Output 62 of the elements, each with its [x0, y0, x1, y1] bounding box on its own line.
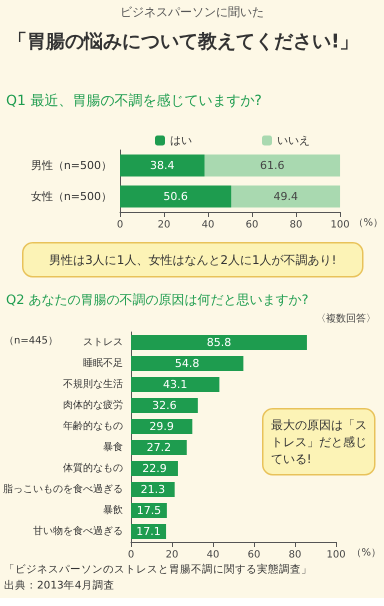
- y-tick-label: ストレス: [83, 337, 123, 348]
- y-tick-label: 肉体的な疲労: [63, 399, 123, 411]
- y-tick-label: 脂っこいものを食べ過ぎる: [3, 483, 123, 495]
- data-label: 54.8: [174, 357, 200, 370]
- bar: [131, 398, 198, 413]
- bar: [231, 186, 340, 208]
- text: ビジネスパーソンに聞いた: [120, 5, 264, 19]
- x-tick-label: 40: [206, 550, 220, 560]
- x-axis-title: （%）: [354, 218, 384, 228]
- data-label: 49.4: [273, 190, 298, 203]
- x-axis-title: （%）: [352, 548, 382, 558]
- data-label: 27.2: [146, 441, 172, 454]
- bar: [120, 154, 204, 176]
- x-tick-label: 60: [248, 550, 260, 560]
- y-tick-label: 男性（n=500）: [30, 159, 112, 172]
- x-tick-label: 20: [166, 550, 178, 560]
- y-tick-label: 睡眠不足: [83, 357, 123, 369]
- x-tick-label: 80: [288, 550, 302, 560]
- chart-subtitle: 〈複数回答〉: [316, 312, 376, 324]
- text: 男性は3人に1人、女性はなんと2人に1人が不調あり!: [49, 252, 336, 267]
- data-label: 21.3: [140, 483, 166, 496]
- y-tick-label: 暴飲: [103, 505, 123, 516]
- x-tick-label: 20: [158, 220, 170, 230]
- text: 「胃腸の悩みについて教えてください!」: [8, 30, 359, 52]
- legend-label: はい: [170, 134, 192, 147]
- x-tick-label: 0: [128, 550, 134, 560]
- y-tick-label: 年齢的なもの: [63, 420, 123, 432]
- data-label: 43.1: [162, 378, 188, 391]
- x-tick-label: 0: [116, 220, 124, 230]
- data-label: 50.6: [163, 190, 188, 203]
- x-tick-label: 40: [202, 220, 214, 230]
- annotation: 最大の原因は「ストレス」だと感じている!: [270, 418, 367, 466]
- data-label: 17.5: [136, 504, 162, 517]
- x-tick-label: 60: [246, 220, 258, 230]
- x-tick-label: 100: [326, 550, 346, 560]
- x-tick-label: 80: [290, 220, 302, 230]
- data-label: 29.9: [149, 420, 174, 433]
- chart-title: Q2 あなたの胃腸の不調の原因は何だと思いますか?: [6, 293, 309, 308]
- data-label: 17.1: [136, 525, 161, 538]
- data-label: 85.8: [206, 336, 232, 349]
- bar: [131, 440, 187, 455]
- source-note: 出典：2013年4月調査: [4, 578, 114, 592]
- chart-title: Q1 最近、胃腸の不調を感じていますか?: [6, 93, 262, 109]
- y-tick-label: 暴食: [103, 441, 123, 453]
- data-label: 32.6: [152, 399, 177, 412]
- bar: [120, 186, 232, 208]
- legend-label: いいえ: [277, 134, 310, 147]
- bar: [204, 154, 340, 176]
- data-label: 61.6: [260, 159, 285, 172]
- x-tick-label: 100: [330, 220, 350, 230]
- text: （n=445）: [4, 336, 58, 346]
- data-label: 22.9: [142, 462, 167, 475]
- bar: [131, 419, 192, 434]
- data-label: 38.4: [150, 159, 174, 172]
- bar: [131, 335, 307, 350]
- y-tick-label: 不規則な生活: [63, 378, 123, 390]
- text: 「ビジネスパーソンのストレスと胃腸不調に関する実態調査」: [4, 562, 312, 576]
- bar: [131, 377, 220, 392]
- y-tick-label: 体質的なもの: [63, 462, 123, 474]
- bar: [131, 356, 244, 371]
- y-tick-label: 甘い物を食べ過ぎる: [33, 525, 123, 537]
- y-tick-label: 女性（n=500）: [30, 190, 112, 203]
